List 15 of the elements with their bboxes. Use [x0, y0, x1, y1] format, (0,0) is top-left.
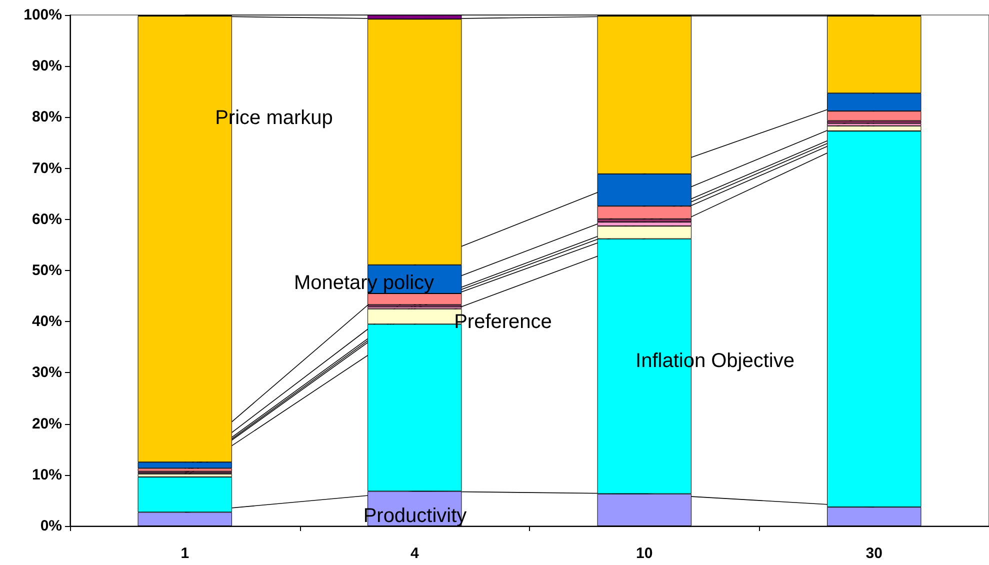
y-tick-label: 70% [32, 160, 62, 177]
y-tick-label: 50% [32, 262, 62, 279]
x-tick-label: 4 [410, 545, 420, 562]
x-tick-label: 10 [636, 545, 653, 562]
y-tick-label: 80% [32, 108, 62, 126]
y-tick-label: 40% [32, 313, 62, 330]
y-tick-label: 30% [32, 364, 62, 382]
y-tick-label: 20% [32, 415, 62, 432]
y-tick-label: 90% [32, 58, 62, 75]
y-tick-label: 100% [24, 6, 62, 24]
x-tick-label: 30 [866, 545, 882, 562]
x-tick-label: 1 [180, 545, 190, 562]
y-tick-label: 60% [32, 210, 62, 228]
y-tick-label: 0% [40, 518, 62, 534]
y-tick-label: 10% [32, 466, 62, 484]
